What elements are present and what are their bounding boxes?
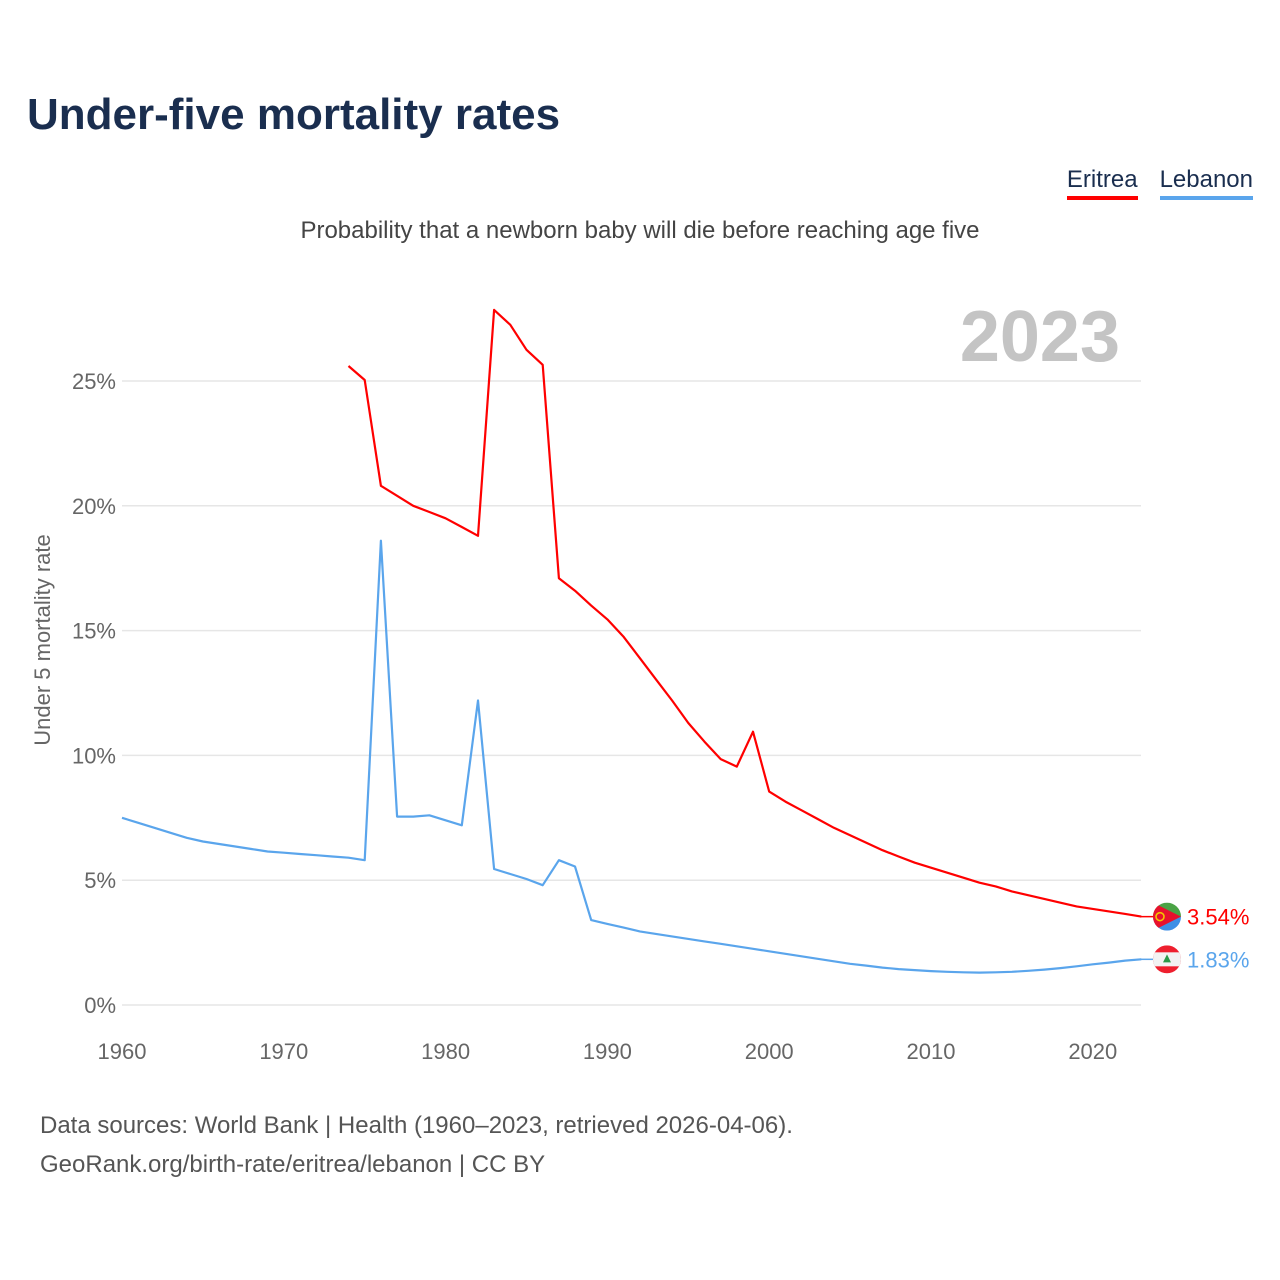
y-tick-label: 0% bbox=[84, 993, 116, 1018]
x-tick-label: 2020 bbox=[1068, 1039, 1117, 1064]
end-value-label-lebanon: 1.83% bbox=[1187, 947, 1249, 972]
y-tick-label: 25% bbox=[72, 369, 116, 394]
end-value-label-eritrea: 3.54% bbox=[1187, 905, 1249, 930]
eritrea-flag-icon bbox=[1153, 902, 1181, 931]
chart-title: Under-five mortality rates bbox=[27, 90, 561, 139]
x-tick-label: 2010 bbox=[907, 1039, 956, 1064]
x-tick-label: 1970 bbox=[259, 1039, 308, 1064]
y-tick-label: 10% bbox=[72, 743, 116, 768]
series-line-eritrea bbox=[347, 308, 1142, 918]
source-note: Data sources: World Bank | Health (1960–… bbox=[40, 1106, 793, 1184]
x-tick-label: 1960 bbox=[98, 1039, 147, 1064]
x-tick-label: 1990 bbox=[583, 1039, 632, 1064]
y-tick-label: 5% bbox=[84, 868, 116, 893]
year-label: 2023 bbox=[960, 297, 1120, 377]
legend-item-lebanon[interactable]: Lebanon bbox=[1159, 166, 1253, 200]
legend-item-eritrea[interactable]: Eritrea bbox=[1066, 166, 1138, 200]
y-tick-label: 15% bbox=[72, 619, 116, 644]
legend: Eritrea Lebanon bbox=[1066, 166, 1253, 200]
chart-subtitle: Probability that a newborn baby will die… bbox=[300, 217, 980, 244]
lebanon-flag-icon bbox=[1153, 945, 1181, 974]
source-line-1: Data sources: World Bank | Health (1960–… bbox=[40, 1112, 793, 1139]
y-tick-label: 20% bbox=[72, 494, 116, 519]
x-tick-label: 2000 bbox=[745, 1039, 794, 1064]
series-line-lebanon bbox=[121, 539, 1142, 974]
y-axis-label: Under 5 mortality rate bbox=[30, 534, 55, 746]
x-tick-label: 1980 bbox=[421, 1039, 470, 1064]
source-line-2[interactable]: GeoRank.org/birth-rate/eritrea/lebanon |… bbox=[40, 1151, 546, 1178]
